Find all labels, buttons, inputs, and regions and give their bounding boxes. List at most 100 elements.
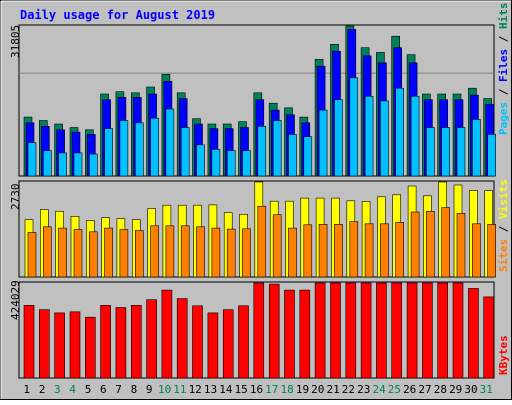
pages-bar-day-7 <box>119 120 129 177</box>
sites-bar-day-5 <box>89 231 98 278</box>
day-label-20: 20 <box>311 383 324 396</box>
day-label-27: 27 <box>418 383 431 396</box>
kbytes-bar-day-26 <box>406 282 418 379</box>
pages-bar-day-21 <box>334 99 343 177</box>
sites-bar-day-3 <box>58 227 67 278</box>
pages-bar-day-13 <box>211 149 221 177</box>
pages-bar-day-3 <box>58 152 67 177</box>
pages-bar-day-17 <box>272 120 282 177</box>
sites-bar-day-23 <box>364 223 374 278</box>
kbytes-bar-day-6 <box>100 304 111 379</box>
sites-bar-day-31 <box>487 224 497 278</box>
pages-bar-day-20 <box>318 109 328 177</box>
sites-bar-day-4 <box>73 229 83 278</box>
pages-bar-day-28 <box>441 127 451 177</box>
sites-bar-day-26 <box>410 211 420 278</box>
pages-bar-day-5 <box>89 153 98 177</box>
chart-title: Daily usage for August 2019 <box>20 8 215 22</box>
kbytes-bar-day-28 <box>437 282 449 379</box>
sites-bar-day-1 <box>27 232 37 278</box>
sites-bar-day-13 <box>211 227 221 278</box>
kbytes-bar-day-12 <box>192 305 203 379</box>
day-label-6: 6 <box>100 383 107 396</box>
kbytes-bar-day-7 <box>115 307 127 379</box>
kbytes-bar-day-21 <box>330 282 341 379</box>
legend-pages: Pages <box>497 102 510 135</box>
kbytes-bar-day-23 <box>360 282 372 379</box>
pages-bar-day-29 <box>456 127 466 177</box>
sites-bar-day-28 <box>441 207 451 278</box>
day-label-21: 21 <box>326 383 339 396</box>
hits-panel-side-legend: Pages / Files / Hits <box>497 3 510 136</box>
kbytes-bar-day-10 <box>161 289 173 379</box>
sites-bar-day-24 <box>380 223 389 278</box>
day-label-25: 25 <box>388 383 401 396</box>
day-label-7: 7 <box>115 383 122 396</box>
day-label-2: 2 <box>39 383 46 396</box>
sites-bar-day-6 <box>104 227 113 278</box>
day-label-26: 26 <box>403 383 416 396</box>
pages-bar-day-30 <box>472 119 481 177</box>
day-label-8: 8 <box>131 383 138 396</box>
pages-bar-day-14 <box>226 150 236 177</box>
day-label-15: 15 <box>235 383 248 396</box>
kbytes-bar-day-2 <box>38 309 50 379</box>
kbytes-bar-day-20 <box>314 282 326 379</box>
sites-bar-day-29 <box>456 213 466 278</box>
pages-bar-day-31 <box>487 134 497 177</box>
pages-bar-day-25 <box>395 87 405 177</box>
kbytes-bar-day-30 <box>468 288 479 379</box>
sites-bar-day-2 <box>42 226 52 278</box>
pages-bar-day-26 <box>410 96 420 177</box>
kbytes-bar-day-1 <box>23 304 35 379</box>
day-label-5: 5 <box>85 383 92 396</box>
sites-bar-day-22 <box>349 221 359 278</box>
day-label-14: 14 <box>219 383 233 396</box>
day-labels: 1 2 3 4 5 6 7 8 9 10 11 12 13 14 15 16 17 18 19 20 21 22 23 24 2… <box>23 383 493 396</box>
day-label-29: 29 <box>449 383 462 396</box>
pages-bar-day-1 <box>27 142 37 177</box>
day-label-12: 12 <box>189 383 202 396</box>
pages-bar-day-19 <box>303 136 313 177</box>
pages-bar-day-10 <box>165 108 175 177</box>
legend-files: Files <box>497 49 510 82</box>
day-label-11: 11 <box>173 383 186 396</box>
sites-bar-day-21 <box>334 224 343 278</box>
kbytes-bar-day-19 <box>299 289 311 379</box>
sites-bar-day-16 <box>257 205 267 278</box>
day-label-16: 16 <box>250 383 263 396</box>
sites-bar-day-11 <box>180 225 190 278</box>
sites-bar-day-7 <box>119 229 129 278</box>
sites-bar-day-14 <box>226 228 236 278</box>
day-label-4: 4 <box>69 383 76 396</box>
pages-bar-day-24 <box>380 100 389 177</box>
day-label-23: 23 <box>357 383 370 396</box>
kbytes-bar-day-22 <box>345 282 357 379</box>
day-label-17: 17 <box>265 383 278 396</box>
sites-bar-day-12 <box>196 226 205 278</box>
pages-bar-day-22 <box>349 77 359 177</box>
legend-visits: Visits <box>497 179 510 219</box>
kbytes-bar-day-11 <box>176 298 188 379</box>
kbytes-bar-day-9 <box>146 299 157 379</box>
kbytes-bar-day-14 <box>222 309 234 379</box>
kbytes-bar-day-5 <box>85 316 96 379</box>
visits-panel-side-legend: Sites / Visits <box>497 179 510 272</box>
pages-bar-day-15 <box>242 150 251 177</box>
pages-bar-day-11 <box>180 127 190 177</box>
day-label-24: 24 <box>372 383 386 396</box>
pages-bar-day-6 <box>104 128 113 177</box>
kbytes-bar-day-31 <box>483 296 495 379</box>
kbytes-bar-day-18 <box>284 289 295 379</box>
legend-hits: Hits <box>497 3 510 30</box>
day-label-10: 10 <box>158 383 171 396</box>
kbytes-bar-day-25 <box>391 282 403 379</box>
sites-bar-day-19 <box>303 224 313 278</box>
pages-bar-day-23 <box>364 96 374 177</box>
kbytes-bar-day-4 <box>69 311 81 379</box>
sites-bar-day-10 <box>165 225 175 278</box>
day-label-19: 19 <box>296 383 309 396</box>
day-label-1: 1 <box>23 383 30 396</box>
